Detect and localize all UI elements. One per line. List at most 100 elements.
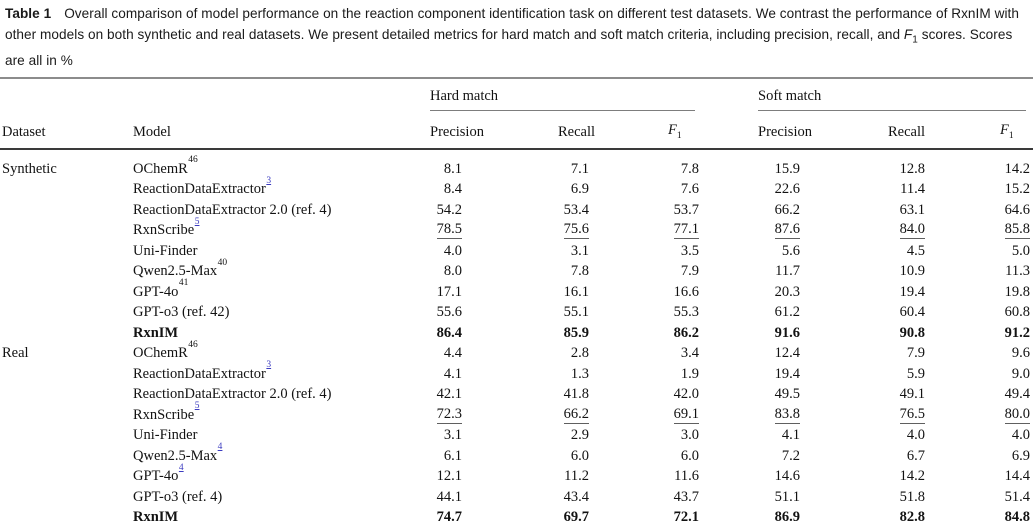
soft-recall-value: 49.1 — [899, 386, 926, 402]
hard-match-header: Hard match — [430, 88, 696, 112]
hard-f1-value: 7.6 — [680, 181, 700, 197]
soft-f1-cell: 9.6 — [950, 342, 1033, 363]
soft-recall-cell: 60.4 — [830, 301, 950, 322]
soft-precision-cell: 87.6 — [723, 219, 830, 239]
hard-f1-letter: F — [668, 122, 677, 139]
table-row: GPT-o3 (ref. 4) 44.1 43.4 43.7 51.1 51.8… — [0, 485, 1033, 506]
hard-f1-value: 43.7 — [673, 488, 700, 505]
hard-recall-cell: 53.4 — [500, 198, 620, 219]
hard-f1-cell: 86.2 — [620, 321, 723, 342]
model-name: RxnIM — [133, 324, 179, 341]
dataset-cell — [0, 403, 131, 424]
table-row: Qwen2.5-Max4 6.1 6.0 6.0 7.2 6.7 6.9 — [0, 442, 1033, 465]
hard-recall-value: 2.8 — [570, 345, 589, 361]
soft-recall-value: 4.5 — [906, 242, 926, 259]
caption-f1-subscript: 1 — [912, 34, 918, 46]
hard-recall-value: 7.1 — [570, 160, 589, 177]
soft-precision-value: 51.1 — [774, 488, 801, 505]
citation-ref-sup[interactable]: 3 — [266, 175, 272, 186]
model-cell: ReactionDataExtractor3 — [131, 175, 423, 199]
citation-ref-sup[interactable]: 5 — [194, 401, 200, 412]
citation-ref-sup[interactable]: 3 — [266, 360, 272, 371]
hard-recall-cell: 43.4 — [500, 485, 620, 506]
soft-precision-value: 14.6 — [774, 468, 801, 484]
model-cell: RxnIM — [131, 321, 423, 342]
model-name: GPT-4o — [133, 283, 179, 300]
hard-recall-value: 1.3 — [570, 365, 589, 382]
dataset-cell: Real — [2, 345, 29, 361]
soft-recall-value: 7.9 — [906, 345, 926, 361]
soft-f1-cell: 9.0 — [950, 362, 1033, 383]
model-cell: GPT-4o41 — [131, 278, 423, 301]
soft-precision-value: 20.3 — [774, 283, 801, 300]
hard-precision-cell: 78.5 — [423, 219, 500, 239]
hard-f1-value: 6.0 — [680, 447, 700, 464]
hard-recall-value: 75.6 — [563, 221, 589, 239]
soft-recall-header: Recall — [830, 111, 951, 150]
soft-recall-cell: 4.0 — [830, 424, 950, 445]
model-name: ReactionDataExtractor — [133, 181, 266, 197]
dataset-cell — [0, 362, 131, 383]
hard-match-group-cell: Hard match — [423, 78, 723, 112]
soft-match-group-cell: Soft match — [723, 78, 1033, 112]
hard-f1-value: 7.9 — [680, 263, 700, 279]
hard-precision-cell: 54.2 — [423, 198, 500, 219]
soft-precision-value: 86.9 — [774, 509, 801, 525]
soft-f1-value: 91.2 — [1004, 324, 1031, 341]
soft-f1-letter: F — [1000, 122, 1009, 139]
hard-f1-cell: 72.1 — [620, 506, 723, 527]
hard-precision-value: 8.0 — [443, 263, 462, 279]
soft-precision-value: 5.6 — [781, 242, 801, 259]
hard-f1-value: 3.0 — [680, 427, 700, 443]
soft-precision-value: 19.4 — [774, 365, 801, 382]
hard-recall-value: 6.0 — [570, 447, 589, 464]
citation-ref-sup[interactable]: 4 — [217, 442, 223, 453]
hard-f1-value: 55.3 — [673, 304, 700, 320]
soft-f1-value: 64.6 — [1004, 201, 1031, 218]
model-cell: Qwen2.5-Max4 — [131, 442, 423, 465]
dataset-cell — [0, 219, 131, 240]
soft-precision-value: 15.9 — [774, 160, 801, 177]
hard-f1-cell: 42.0 — [620, 383, 723, 404]
hard-f1-value: 53.7 — [673, 201, 700, 218]
soft-f1-value: 80.0 — [1004, 405, 1031, 424]
soft-f1-value: 5.0 — [1011, 242, 1031, 259]
hard-recall-cell: 75.6 — [500, 219, 620, 239]
hard-f1-value: 11.6 — [674, 468, 700, 484]
hard-precision-cell: 74.7 — [423, 506, 500, 527]
hard-precision-cell: 44.1 — [423, 485, 500, 506]
hard-f1-cell: 7.8 — [620, 149, 723, 178]
table-row: ReactionDataExtractor3 4.1 1.3 1.9 19.4 … — [0, 360, 1033, 383]
soft-recall-value: 60.4 — [899, 304, 926, 320]
soft-precision-cell: 83.8 — [723, 403, 830, 424]
table-caption-label: Table 1 — [5, 6, 52, 21]
model-cell: OChemR46 — [131, 149, 423, 178]
citation-ref-sup[interactable]: 5 — [194, 216, 200, 227]
soft-recall-value: 90.8 — [899, 324, 926, 341]
soft-f1-cell: 14.2 — [950, 149, 1033, 178]
hard-f1-cell: 53.7 — [620, 198, 723, 219]
dataset-cell — [0, 321, 131, 342]
table-row: Synthetic OChemR46 8.1 7.1 7.8 15.9 12.8… — [0, 149, 1033, 178]
hard-precision-cell: 8.1 — [423, 149, 500, 178]
soft-recall-cell: 6.7 — [830, 444, 950, 465]
hard-recall-cell: 2.9 — [500, 424, 620, 445]
soft-recall-cell: 49.1 — [830, 383, 950, 404]
hard-recall-value: 41.8 — [563, 386, 589, 402]
citation-ref-sup[interactable]: 4 — [178, 462, 184, 473]
soft-recall-value: 76.5 — [899, 405, 926, 424]
hard-f1-value: 42.0 — [673, 386, 700, 402]
caption-text-before-f1: Overall comparison of model performance … — [5, 6, 1019, 42]
hard-recall-cell: 7.8 — [500, 260, 620, 281]
soft-recall-value: 19.4 — [899, 283, 926, 300]
soft-f1-cell: 91.2 — [950, 321, 1033, 342]
soft-precision-cell: 12.4 — [723, 342, 830, 363]
model-cell: RxnScribe5 — [131, 216, 423, 240]
hard-precision-cell: 6.1 — [423, 444, 500, 465]
model-cell: ReactionDataExtractor 2.0 (ref. 4) — [131, 383, 423, 404]
hard-f1-cell: 16.6 — [620, 280, 723, 301]
soft-recall-value: 4.0 — [906, 427, 926, 443]
model-name: ReactionDataExtractor 2.0 (ref. 4) — [133, 386, 332, 402]
table-row: RxnScribe5 78.5 75.6 77.1 87.6 84.0 85.8 — [0, 216, 1033, 240]
group-header-spacer — [0, 78, 423, 111]
